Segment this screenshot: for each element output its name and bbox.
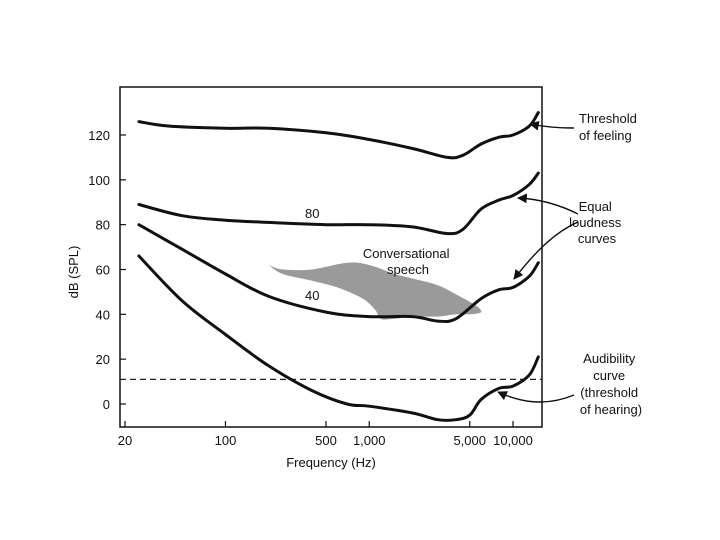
arrow-audibility	[497, 391, 575, 403]
audibility-line-2: curve	[593, 368, 625, 383]
audibility-line-3: (threshold	[580, 385, 638, 400]
threshold-feeling-line-2: of feeling	[579, 128, 632, 143]
curve-loudness80	[137, 171, 540, 236]
y-tick-label: 40	[96, 307, 110, 322]
curve-loudness40	[137, 223, 540, 324]
y-tick-label: 80	[96, 218, 110, 233]
equal-loudness-line-1: Equal	[579, 199, 612, 214]
speech-label-line-2: speech	[387, 262, 429, 277]
curve-label-40: 40	[305, 288, 319, 303]
plot-frame	[119, 86, 543, 428]
speech-region-layer	[268, 262, 482, 320]
y-tick-label: 20	[96, 352, 110, 367]
x-tick-label: 20	[118, 433, 132, 448]
ticks-layer: 0 20 40 60 80 100 120 20 100 500 1,000 5,000 10,000	[88, 128, 533, 448]
x-tick-label: 500	[315, 433, 337, 448]
annotation-threshold-of-feeling: Threshold of feeling	[579, 111, 640, 143]
y-tick-label: 100	[88, 173, 110, 188]
x-tick-label: 100	[215, 433, 237, 448]
y-tick-label: 0	[103, 397, 110, 412]
curve-label-80: 80	[305, 206, 319, 221]
curve-feeling	[137, 111, 540, 160]
x-tick-label: 10,000	[493, 433, 533, 448]
x-tick-label: 5,000	[453, 433, 486, 448]
annotation-arrows	[497, 120, 579, 403]
annotation-equal-loudness-curves: Equal loudness curves	[569, 199, 625, 246]
curves-layer	[137, 111, 540, 422]
y-tick-label: 60	[96, 263, 110, 278]
arrow-equal-loudness-80	[517, 193, 579, 215]
threshold-feeling-line-1: Threshold	[579, 111, 637, 126]
speech-label: Conversational speech	[363, 246, 453, 277]
x-tick-label: 1,000	[353, 433, 386, 448]
conversational-speech-region	[268, 262, 482, 320]
audibility-line-4: of hearing)	[580, 402, 642, 417]
y-axis-label: dB (SPL)	[66, 246, 81, 299]
speech-label-line-1: Conversational	[363, 246, 450, 261]
equal-loudness-line-2: loudness	[569, 215, 622, 230]
y-tick-label: 120	[88, 128, 110, 143]
annotation-audibility-curve: Audibility curve (threshold of hearing)	[580, 351, 642, 417]
arrow-threshold-of-feeling	[529, 120, 575, 131]
arrow-equal-loudness-40	[513, 221, 579, 280]
curve-audibility	[137, 254, 540, 422]
x-axis-label: Frequency (Hz)	[286, 455, 376, 470]
equal-loudness-line-3: curves	[578, 231, 617, 246]
audibility-line-1: Audibility	[583, 351, 636, 366]
